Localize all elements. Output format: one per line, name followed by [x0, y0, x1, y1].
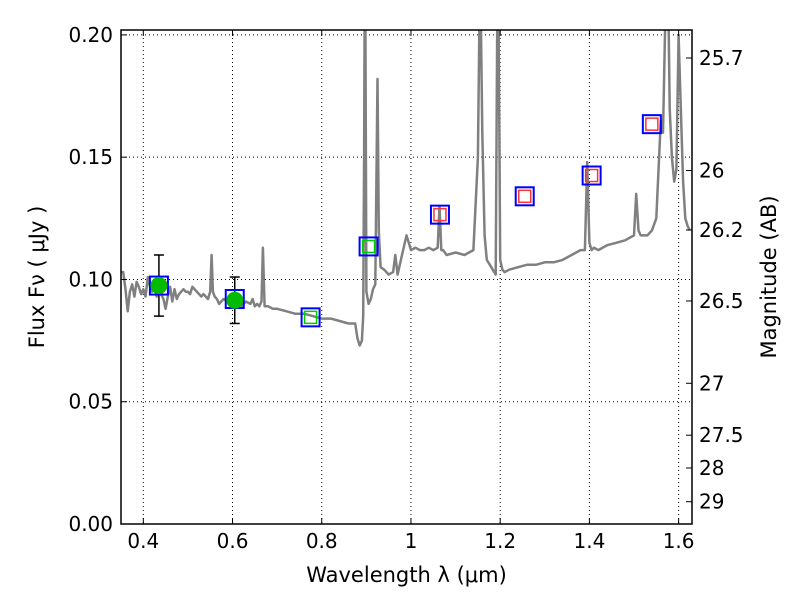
y2-tick-label: 25.7 — [699, 46, 744, 70]
model-band-square — [581, 165, 602, 186]
x-tick-label: 0.6 — [217, 529, 249, 553]
model-band-square — [148, 275, 169, 296]
x-tick-label: 0.8 — [306, 529, 338, 553]
y-tick-label: 0.00 — [68, 512, 113, 536]
y2-tick-label: 27.5 — [699, 423, 744, 447]
observed-point — [226, 291, 244, 309]
y-axis-title: Flux Fν ( μJy ) — [25, 206, 49, 349]
plot-area — [121, 30, 692, 524]
plot-frame — [120, 29, 693, 525]
x-tick-label: 1.2 — [484, 529, 516, 553]
x-tick-label: 1 — [405, 529, 418, 553]
axes — [120, 29, 693, 525]
y-tick-label: 0.10 — [68, 267, 113, 291]
series — [121, 30, 691, 347]
y2-axis-title: Magnitude (AB) — [757, 195, 781, 358]
y2-tick-label: 28 — [699, 456, 724, 480]
plot-background — [121, 30, 692, 524]
spectrum-line — [121, 30, 691, 347]
open-square-marker — [303, 310, 318, 325]
open-square-marker — [645, 117, 659, 131]
model-band-square — [300, 307, 321, 328]
y-tick-label: 0.20 — [68, 23, 113, 47]
open-square-marker — [584, 168, 599, 183]
ticks: 0.4 0.6 0.8 1 1.2 1.4 1.6 0.00 0.05 0.10 0.15 0.20 2… — [68, 23, 743, 553]
y2-tick-label: 26.5 — [699, 289, 744, 313]
model-band-square — [514, 186, 535, 207]
open-square-marker — [433, 207, 447, 222]
y-tick-label: 0.05 — [68, 390, 113, 414]
x-tick-label: 1.4 — [573, 529, 605, 553]
y2-tick-label: 26.2 — [699, 218, 744, 242]
y2-tick-label: 26 — [699, 159, 724, 183]
x-tick-label: 0.4 — [127, 529, 159, 553]
model-band-square — [429, 204, 450, 225]
x-axis-title: Wavelength λ (μm) — [306, 563, 507, 587]
open-square-marker — [517, 189, 532, 204]
model-band-square — [358, 236, 379, 257]
x-tick-label: 1.6 — [663, 529, 695, 553]
model-band-square — [641, 114, 662, 135]
open-square-marker — [361, 239, 376, 254]
observed-point — [150, 277, 168, 295]
y2-tick-label: 27 — [699, 371, 724, 395]
y2-tick-label: 29 — [699, 490, 724, 514]
y-tick-label: 0.15 — [68, 145, 113, 169]
